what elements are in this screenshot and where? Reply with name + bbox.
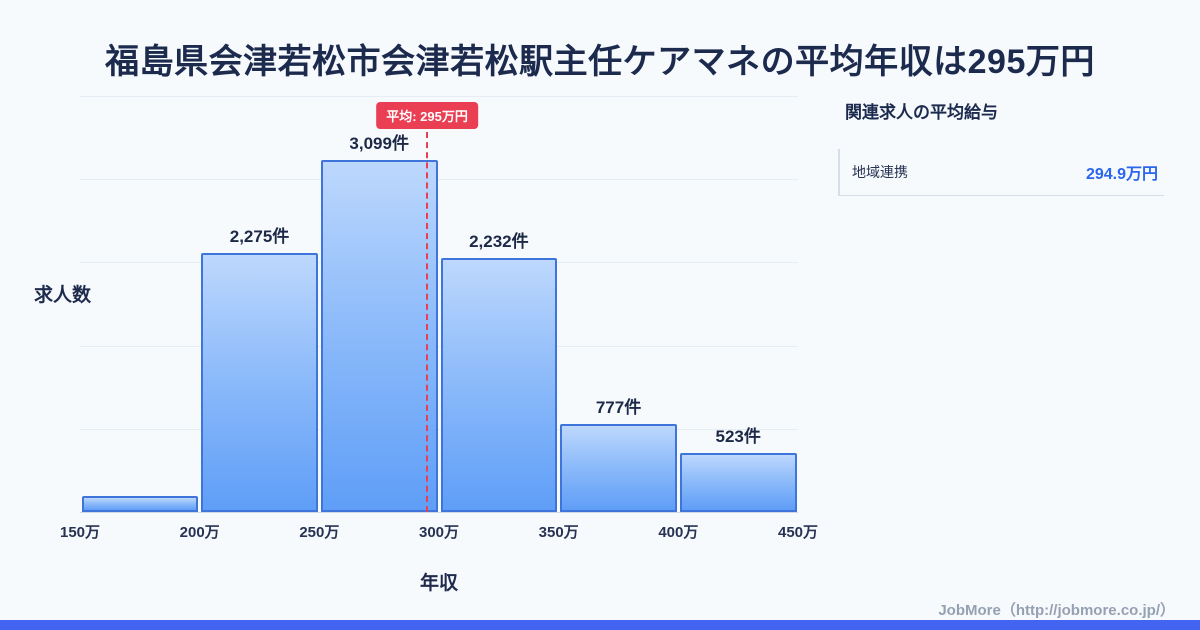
bar-value-label: 523件 [715, 426, 761, 446]
bar-value-label: 3,099件 [349, 133, 409, 153]
mean-dashed-line [426, 132, 429, 512]
mean-value-badge: 平均: 295万円 [376, 102, 478, 129]
histogram-bar [679, 452, 797, 512]
bar-value-label: 777件 [595, 397, 642, 417]
related-jobs-title: 関連求人の平均給与 [845, 103, 998, 122]
bar-value-label: 2,232件 [469, 232, 529, 252]
related-jobs-list: 地域連携 294.9万円 [838, 149, 1164, 196]
x-tick-label: 150万 [59, 524, 101, 541]
gridline [80, 345, 798, 347]
bottom-accent-strip [0, 620, 1200, 630]
x-tick-label: 300万 [418, 524, 460, 541]
x-tick-label: 350万 [538, 524, 579, 541]
bar-group: 777件 [559, 96, 679, 512]
x-axis-label: 年収 [419, 573, 459, 594]
bar-group: 2,275件 [200, 96, 320, 512]
histogram-bar [320, 159, 438, 512]
gridline [80, 179, 798, 181]
bar-group: 3,099件 [319, 96, 439, 512]
x-tick-label: 450万 [777, 524, 819, 541]
related-jobs-panel: 関連求人の平均給与 地域連携 294.9万円 [838, 98, 1164, 196]
footer-credit: JobMore（http://jobmore.co.jp/） [938, 602, 1175, 619]
bar-value-label: 2,275件 [229, 227, 290, 247]
bar-group: 2,232件 [439, 96, 559, 512]
histogram-bar [201, 253, 318, 512]
gridline [80, 262, 798, 264]
gridline [80, 96, 798, 97]
x-tick-label: 200万 [179, 524, 220, 541]
histogram-bar [560, 423, 677, 512]
page-title: 福島県会津若松市会津若松駅主任ケアマネの平均年収は295万円 [105, 43, 1095, 81]
histogram-bars: 2,275件 3,099件 2,232件 777件 523件 [80, 96, 798, 512]
related-job-name: 地域連携 [852, 164, 908, 180]
histogram-plot: 2,275件 3,099件 2,232件 777件 523件 平均: 295万円 [80, 96, 798, 513]
related-job-row: 地域連携 294.9万円 [840, 149, 1164, 196]
x-axis-ticks: 150万 200万 250万 300万 350万 400万 450万 [60, 521, 818, 543]
histogram-bar [440, 258, 558, 512]
histogram-bar [81, 496, 199, 512]
x-tick-label: 400万 [658, 524, 699, 541]
y-axis-label: 求人数 [34, 285, 92, 306]
bar-group [80, 96, 200, 512]
bar-group: 523件 [678, 96, 798, 512]
x-tick-label: 250万 [299, 524, 340, 541]
gridline [80, 428, 798, 430]
related-job-salary: 294.9万円 [1085, 166, 1158, 183]
